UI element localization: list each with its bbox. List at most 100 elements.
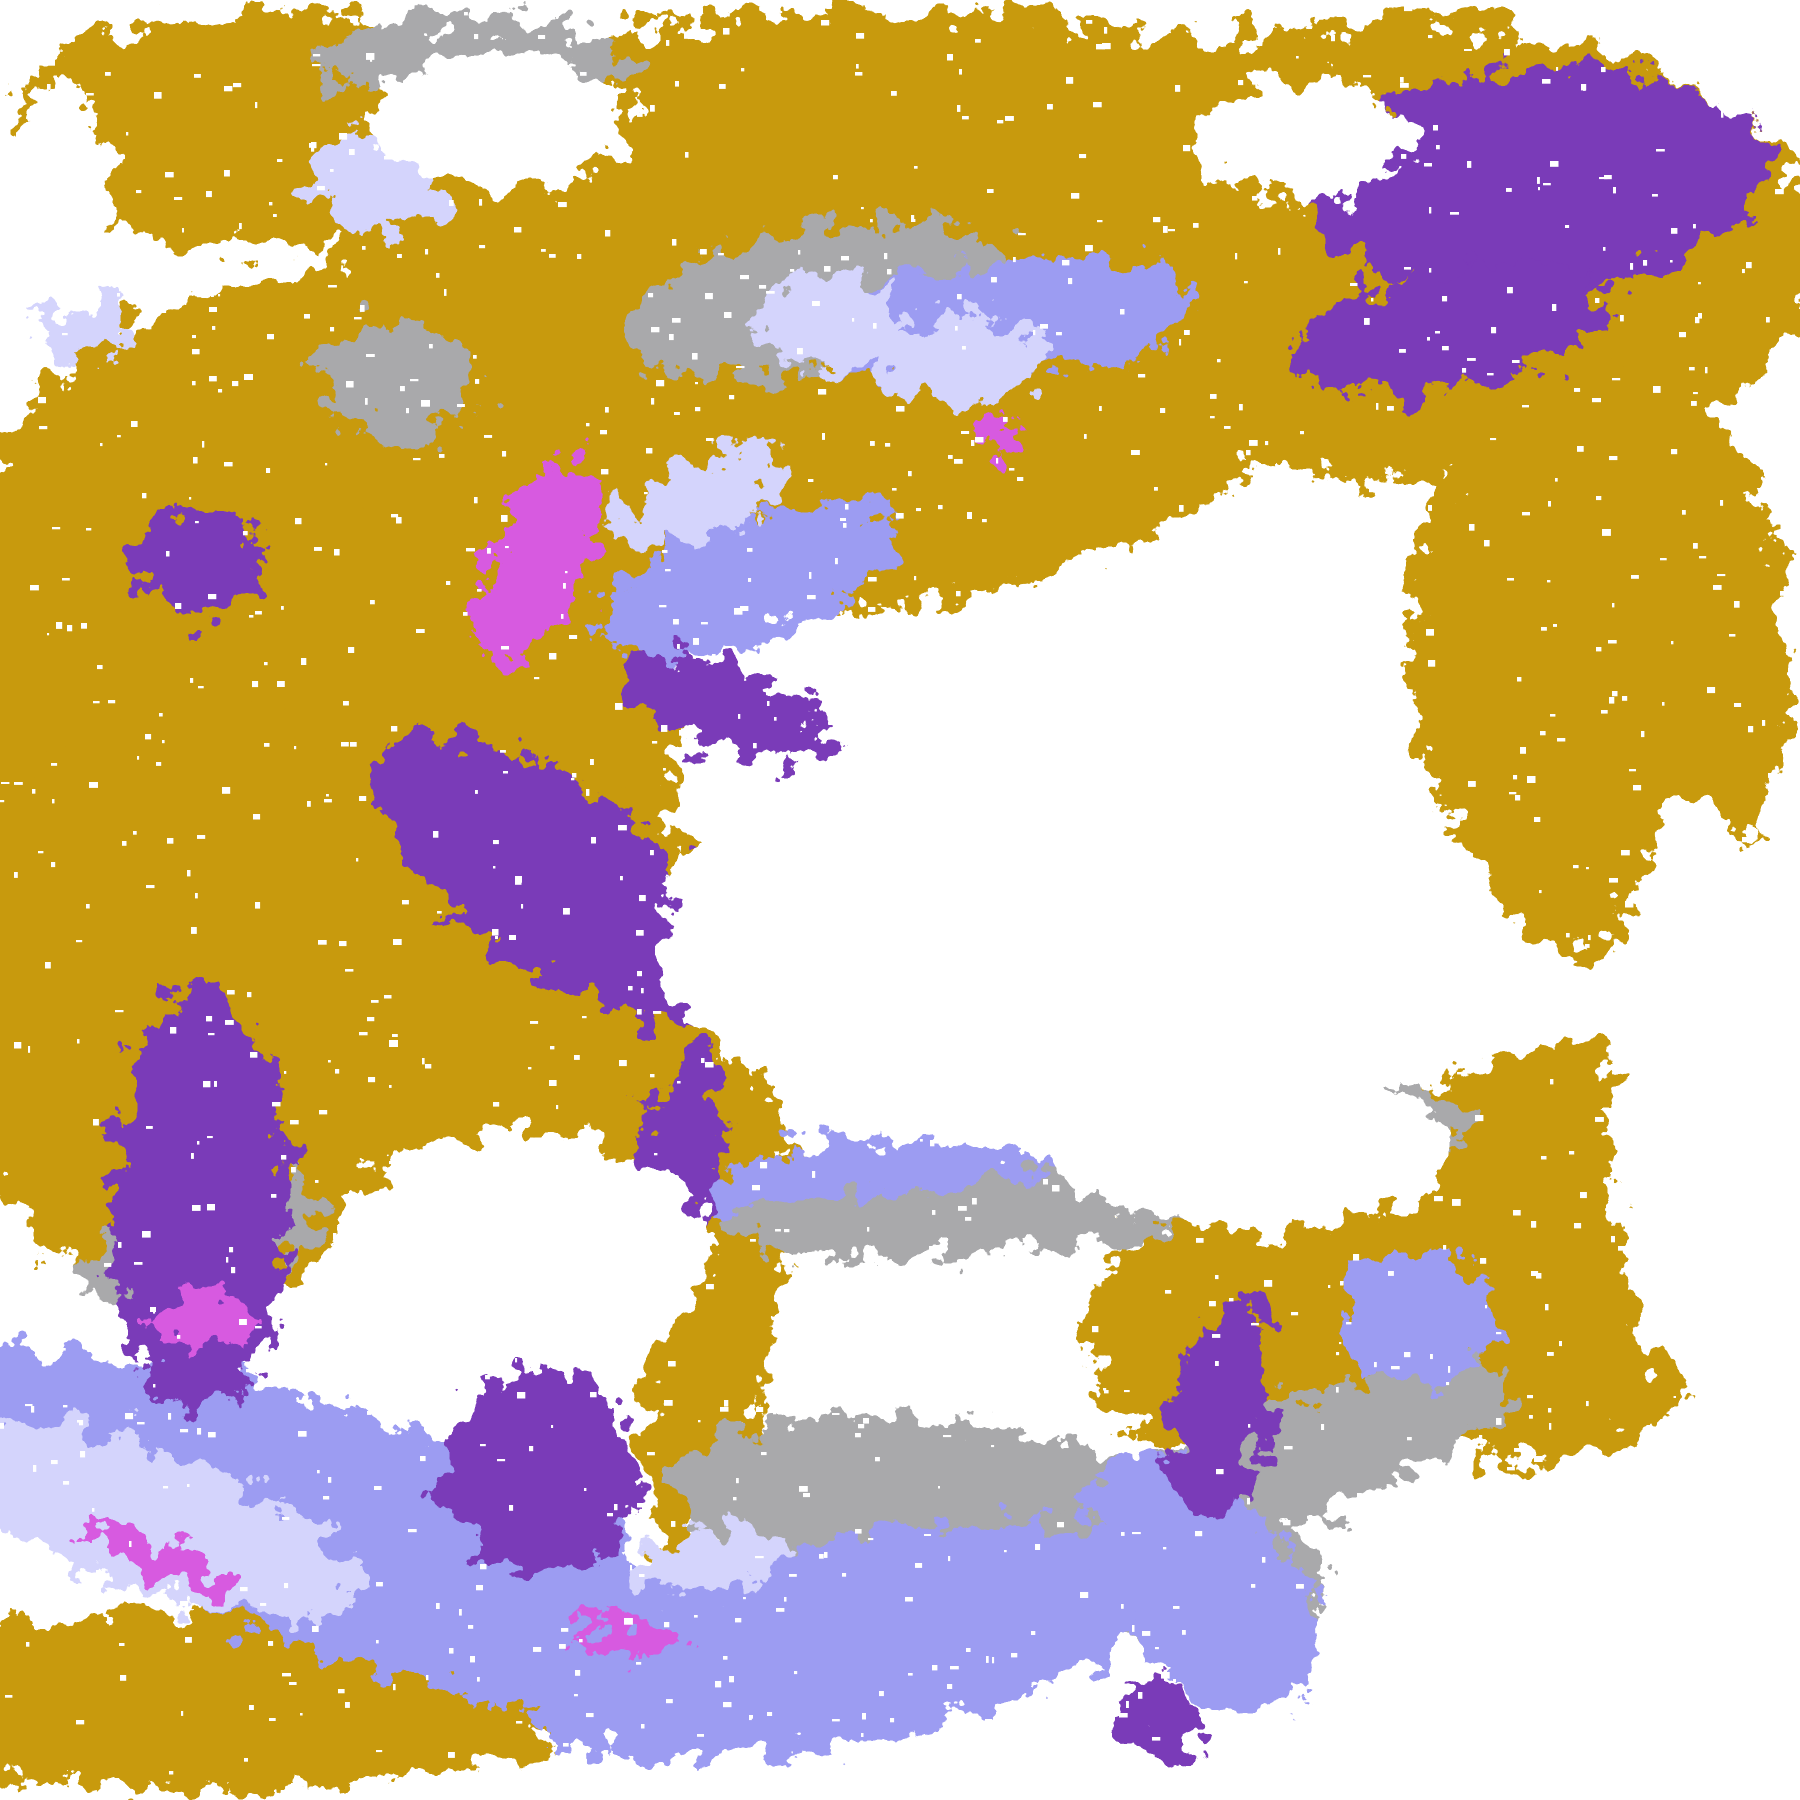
clear-speckle <box>1329 661 1336 666</box>
clear-speckle <box>584 1284 587 1289</box>
clear-speckle <box>1630 1521 1637 1525</box>
clear-speckle <box>118 1242 122 1248</box>
clear-speckle <box>207 1136 213 1139</box>
gold-cloud-region <box>500 10 1300 190</box>
clear-speckle <box>1377 1178 1385 1182</box>
clear-speckle <box>376 1582 383 1587</box>
clear-speckle <box>1705 83 1712 89</box>
clear-speckle <box>1385 649 1393 655</box>
clear-speckle <box>950 1666 959 1670</box>
clear-speckle <box>1052 896 1055 902</box>
clear-speckle <box>911 784 920 788</box>
clear-speckle <box>389 1085 392 1088</box>
clear-speckle <box>1779 1386 1785 1390</box>
clear-speckle <box>1111 1039 1117 1044</box>
clear-speckle <box>946 1326 954 1330</box>
clear-speckle <box>1428 660 1436 667</box>
clear-speckle <box>924 931 931 937</box>
clear-speckle <box>142 1231 151 1238</box>
clear-speckle <box>507 1153 513 1159</box>
clear-speckle <box>784 1597 787 1602</box>
clear-speckle <box>1520 747 1526 754</box>
clear-speckle <box>191 1153 194 1159</box>
clear-speckle <box>840 518 846 521</box>
magenta-cloud-region <box>150 1290 250 1350</box>
clear-speckle <box>920 1139 923 1142</box>
clear-speckle <box>1671 449 1678 455</box>
clear-speckle <box>1648 1306 1657 1309</box>
clear-speckle <box>1512 1746 1521 1750</box>
clear-speckle <box>992 1657 995 1664</box>
clear-speckle <box>317 1470 320 1474</box>
clear-speckle <box>1586 867 1589 870</box>
clear-speckle <box>444 1238 452 1245</box>
clear-speckle <box>619 1060 627 1067</box>
clear-speckle <box>1252 196 1258 201</box>
clear-speckle <box>650 1074 655 1078</box>
clear-speckle <box>1005 116 1014 121</box>
clear-speckle <box>1743 62 1746 66</box>
clear-speckle <box>809 1396 813 1399</box>
clear-speckle <box>1146 587 1149 590</box>
clear-speckle <box>1625 901 1634 908</box>
clear-speckle <box>1548 1408 1552 1413</box>
clear-speckle <box>967 512 972 519</box>
clear-speckle <box>593 1245 597 1251</box>
clear-speckle <box>887 269 892 275</box>
clear-speckle <box>1613 187 1616 194</box>
pale-cloud-region <box>760 270 900 370</box>
clear-speckle <box>1219 1787 1227 1793</box>
clear-speckle <box>55 311 59 317</box>
clear-speckle <box>1296 56 1299 59</box>
clear-speckle <box>547 100 555 105</box>
clear-speckle <box>575 1670 581 1676</box>
clear-speckle <box>962 346 966 350</box>
clear-speckle <box>669 334 674 341</box>
clear-speckle <box>1722 1276 1727 1282</box>
clear-speckle <box>503 771 508 774</box>
clear-speckle <box>748 578 752 582</box>
clear-speckle <box>1154 848 1162 853</box>
clear-speckle <box>808 479 814 482</box>
clear-speckle <box>1340 1281 1344 1286</box>
clear-speckle <box>1679 332 1686 338</box>
clear-speckle <box>1025 1133 1031 1139</box>
clear-speckle <box>1238 80 1244 86</box>
clear-speckle <box>1777 1527 1783 1532</box>
clear-speckle <box>1462 368 1467 373</box>
clear-speckle <box>1316 1762 1320 1766</box>
clear-speckle <box>1409 885 1416 888</box>
clear-speckle <box>475 88 482 92</box>
clear-speckle <box>86 904 90 909</box>
clear-speckle <box>1192 907 1199 910</box>
clear-speckle <box>1149 967 1158 970</box>
clear-speckle <box>666 1699 673 1704</box>
clear-speckle <box>131 421 138 427</box>
clear-speckle <box>1762 720 1766 726</box>
clear-speckle <box>1404 5 1413 12</box>
clear-speckle <box>81 623 87 629</box>
clear-speckle <box>1078 691 1086 698</box>
clear-speckle <box>1785 1127 1794 1132</box>
clear-speckle <box>1620 315 1624 322</box>
clear-speckle <box>847 1342 856 1346</box>
clear-speckle <box>1772 882 1780 885</box>
clear-speckle <box>1093 998 1099 1002</box>
clear-speckle <box>1216 1161 1220 1164</box>
clear-speckle <box>224 462 233 467</box>
clear-speckle <box>1056 1304 1059 1309</box>
clear-speckle <box>1391 1366 1400 1370</box>
clear-speckle <box>697 1734 704 1737</box>
clear-speckle <box>656 380 665 387</box>
clear-speckle <box>1653 386 1661 393</box>
clear-speckle <box>1133 1665 1141 1671</box>
clear-speckle <box>1248 1424 1251 1428</box>
clear-speckle <box>1278 248 1281 255</box>
purple-cloud-region <box>1120 1680 1200 1760</box>
clear-speckle <box>868 1538 874 1541</box>
clear-speckle <box>756 919 762 925</box>
clear-speckle <box>374 1486 382 1490</box>
clear-speckle <box>1742 837 1748 843</box>
clear-speckle <box>1762 1562 1771 1566</box>
